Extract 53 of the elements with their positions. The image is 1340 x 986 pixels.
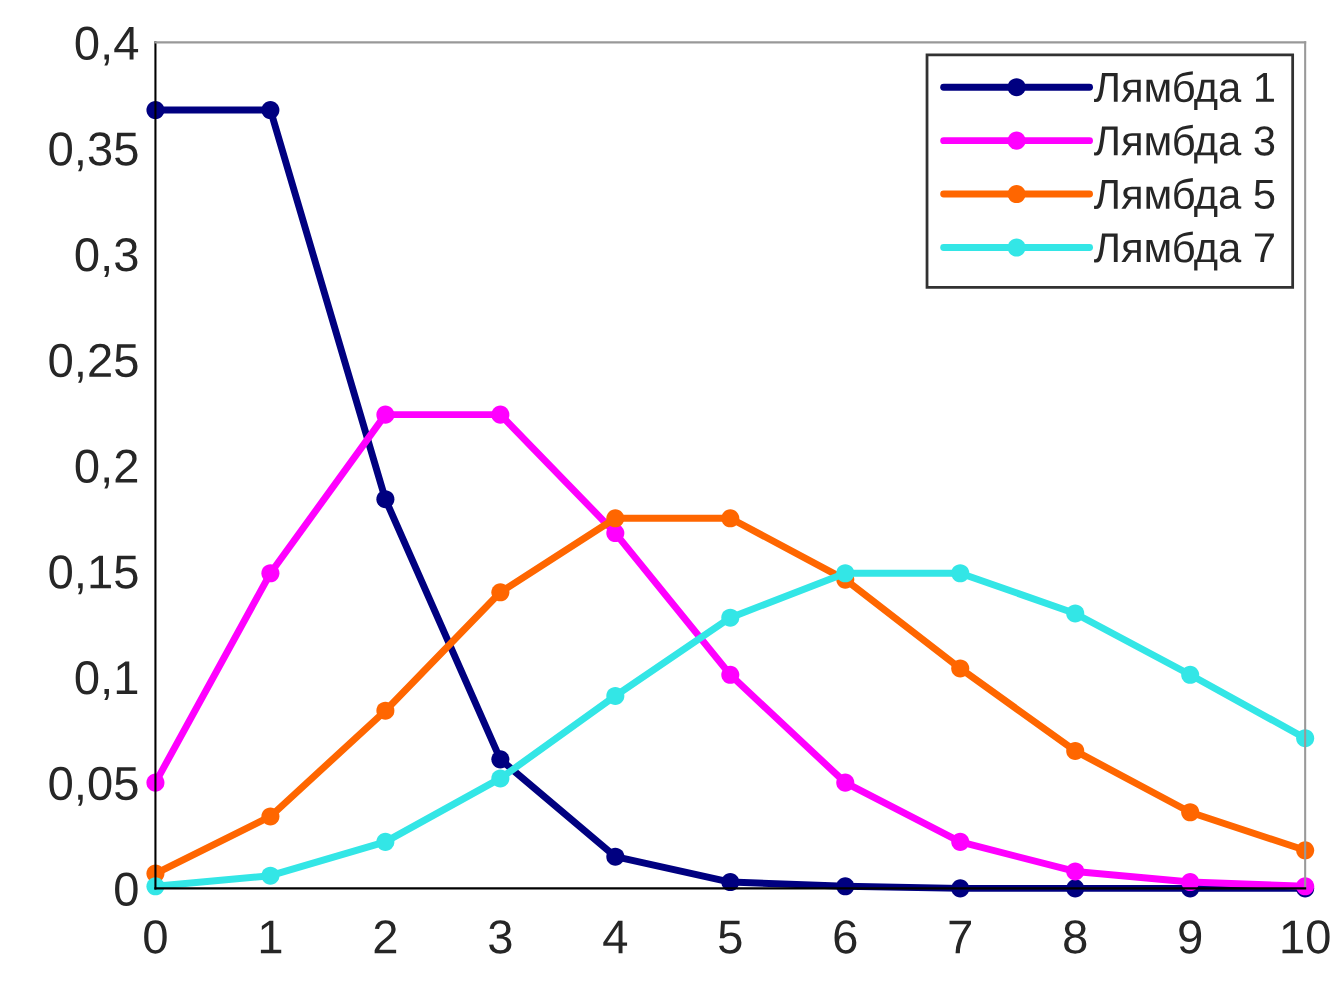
point xyxy=(951,564,970,583)
point xyxy=(721,608,740,627)
point xyxy=(376,490,395,509)
point xyxy=(261,866,280,885)
x-tick-label: 9 xyxy=(1179,920,1202,954)
point xyxy=(951,832,970,851)
point xyxy=(491,750,510,769)
x-tick-label: 6 xyxy=(834,920,857,954)
point xyxy=(606,847,625,866)
point xyxy=(1066,741,1085,760)
x-tick-label: 8 xyxy=(1064,920,1087,954)
point xyxy=(951,659,970,678)
y-tick-label: 0,25 xyxy=(49,343,138,383)
point xyxy=(1066,604,1085,623)
point xyxy=(836,773,855,792)
point xyxy=(606,524,625,543)
point xyxy=(491,769,510,788)
legend-label: Лямбда 5 xyxy=(1094,178,1275,217)
point xyxy=(261,807,280,826)
y-tick-label: 0 xyxy=(115,872,138,906)
y-tick-label: 0,1 xyxy=(75,661,138,701)
point xyxy=(606,686,625,705)
x-tick-label: 7 xyxy=(949,920,972,954)
point xyxy=(376,701,395,720)
point xyxy=(376,832,395,851)
legend-label: Лямбда 3 xyxy=(1094,124,1275,164)
y-tick-label: 0,35 xyxy=(49,132,138,172)
point xyxy=(721,509,740,528)
point xyxy=(491,583,510,602)
point xyxy=(261,564,280,583)
point xyxy=(1181,803,1200,822)
y-tick-label: 0,4 xyxy=(75,26,139,66)
x-tick-label: 1 xyxy=(260,920,282,954)
y-tick-label: 0,3 xyxy=(75,238,138,278)
y-tick-label: 0,2 xyxy=(75,449,138,489)
point xyxy=(606,509,625,528)
legend-label: Лямбда 1 xyxy=(1094,71,1274,111)
point xyxy=(491,405,510,424)
point xyxy=(836,564,855,583)
point xyxy=(721,665,740,684)
y-tick-label: 0,15 xyxy=(49,555,138,595)
x-tick-label: 3 xyxy=(489,920,512,954)
x-tick-label: 2 xyxy=(374,920,397,954)
point xyxy=(1066,862,1085,881)
x-tick-label: 10 xyxy=(1282,920,1330,954)
legend-label: Лямбда 7 xyxy=(1094,231,1274,271)
x-tick-label: 0 xyxy=(144,920,167,954)
y-tick-label: 0,05 xyxy=(49,766,138,806)
point xyxy=(376,405,395,424)
point xyxy=(1181,665,1200,684)
point xyxy=(261,101,280,120)
x-tick-label: 4 xyxy=(603,920,628,954)
x-tick-label: 5 xyxy=(719,920,742,954)
